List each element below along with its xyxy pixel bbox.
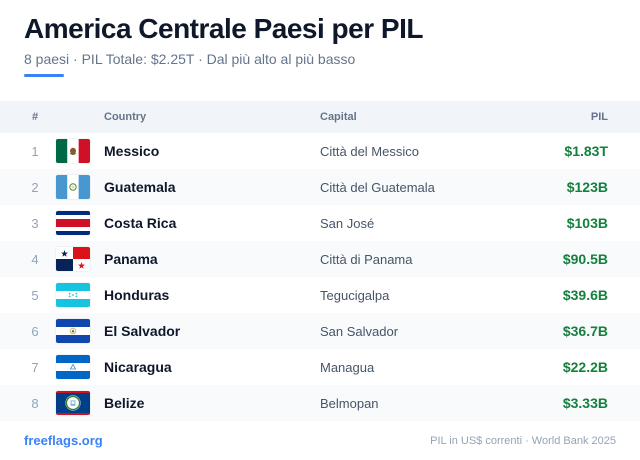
rank-cell: 4 [31,251,39,267]
page-title: America Centrale Paesi per PIL [24,13,423,44]
capital-cell: Managua [320,359,375,375]
country-cell: El Salvador [104,323,181,339]
panama-flag-icon [56,247,90,271]
gdp-cell: $39.6B [562,287,608,303]
source-note: PIL in US$ correnti · World Bank 2025 [430,434,616,447]
flag-cell [56,175,90,199]
table-row: 6 El Salvador San Salvador $36.7B [0,313,640,349]
capital-cell: Città del Messico [320,143,419,159]
table-row: 5 Honduras Tegucigalpa $39.6B [0,277,640,313]
country-cell: Belize [104,395,145,411]
gdp-cell: $1.83T [564,143,608,159]
column-header-country: Country [104,111,147,123]
mexico-flag-icon [56,139,90,163]
table-row: 1 Messico Città del Messico $1.83T [0,133,640,169]
gdp-cell: $90.5B [562,251,608,267]
table-row: 2 Guatemala Città del Guatemala $123B [0,169,640,205]
gdp-cell: $103B [566,215,608,231]
column-header-gdp: PIL [590,111,608,123]
flag-cell [56,247,90,271]
capital-cell: Belmopan [320,395,379,411]
page-subtitle: 8 paesi · PIL Totale: $2.25T · Dal più a… [24,51,356,67]
gdp-cell: $36.7B [562,323,608,339]
el-salvador-flag-icon [56,319,90,343]
country-cell: Honduras [104,287,170,303]
table-row: 8 Belize Belmopan $3.33B [0,385,640,421]
capital-cell: San José [320,215,375,231]
gdp-table: # Country Capital PIL 1 Messico Città de… [0,101,640,421]
country-cell: Panama [104,251,158,267]
country-cell: Nicaragua [104,359,172,375]
gdp-cell: $22.2B [562,359,608,375]
table-row: 4 Panama Città di Panama $90.5B [0,241,640,277]
flag-cell [56,319,90,343]
table-row: 3 Costa Rica San José $103B [0,205,640,241]
flag-cell [56,211,90,235]
country-cell: Messico [104,143,160,159]
page-header: America Centrale Paesi per PIL 8 paesi ·… [24,12,616,77]
table-row: 7 Nicaragua Managua $22.2B [0,349,640,385]
flag-cell [56,391,90,415]
page-footer: freeflags.org PIL in US$ correnti · Worl… [24,433,616,448]
flag-cell [56,355,90,379]
column-header-rank: # [31,111,39,123]
capital-cell: Città di Panama [320,251,413,267]
rank-cell: 1 [31,143,39,159]
capital-cell: Tegucigalpa [320,287,390,303]
capital-cell: Città del Guatemala [320,179,435,195]
country-cell: Costa Rica [104,215,177,231]
column-header-capital: Capital [320,111,357,123]
capital-cell: San Salvador [320,323,399,339]
rank-cell: 2 [31,179,39,195]
gdp-cell: $3.33B [562,395,608,411]
gdp-cell: $123B [566,179,608,195]
rank-cell: 7 [31,359,39,375]
brand-link[interactable]: freeflags.org [24,433,103,448]
flag-cell [56,139,90,163]
accent-underline [24,74,64,77]
honduras-flag-icon [56,283,90,307]
rank-cell: 8 [31,395,39,411]
table-header: # Country Capital PIL [0,101,640,133]
rank-cell: 6 [31,323,39,339]
nicaragua-flag-icon [56,355,90,379]
country-cell: Guatemala [104,179,176,195]
flag-cell [56,283,90,307]
guatemala-flag-icon [56,175,90,199]
belize-flag-icon [56,391,90,415]
rank-cell: 3 [31,215,39,231]
rank-cell: 5 [31,287,39,303]
costa-rica-flag-icon [56,211,90,235]
